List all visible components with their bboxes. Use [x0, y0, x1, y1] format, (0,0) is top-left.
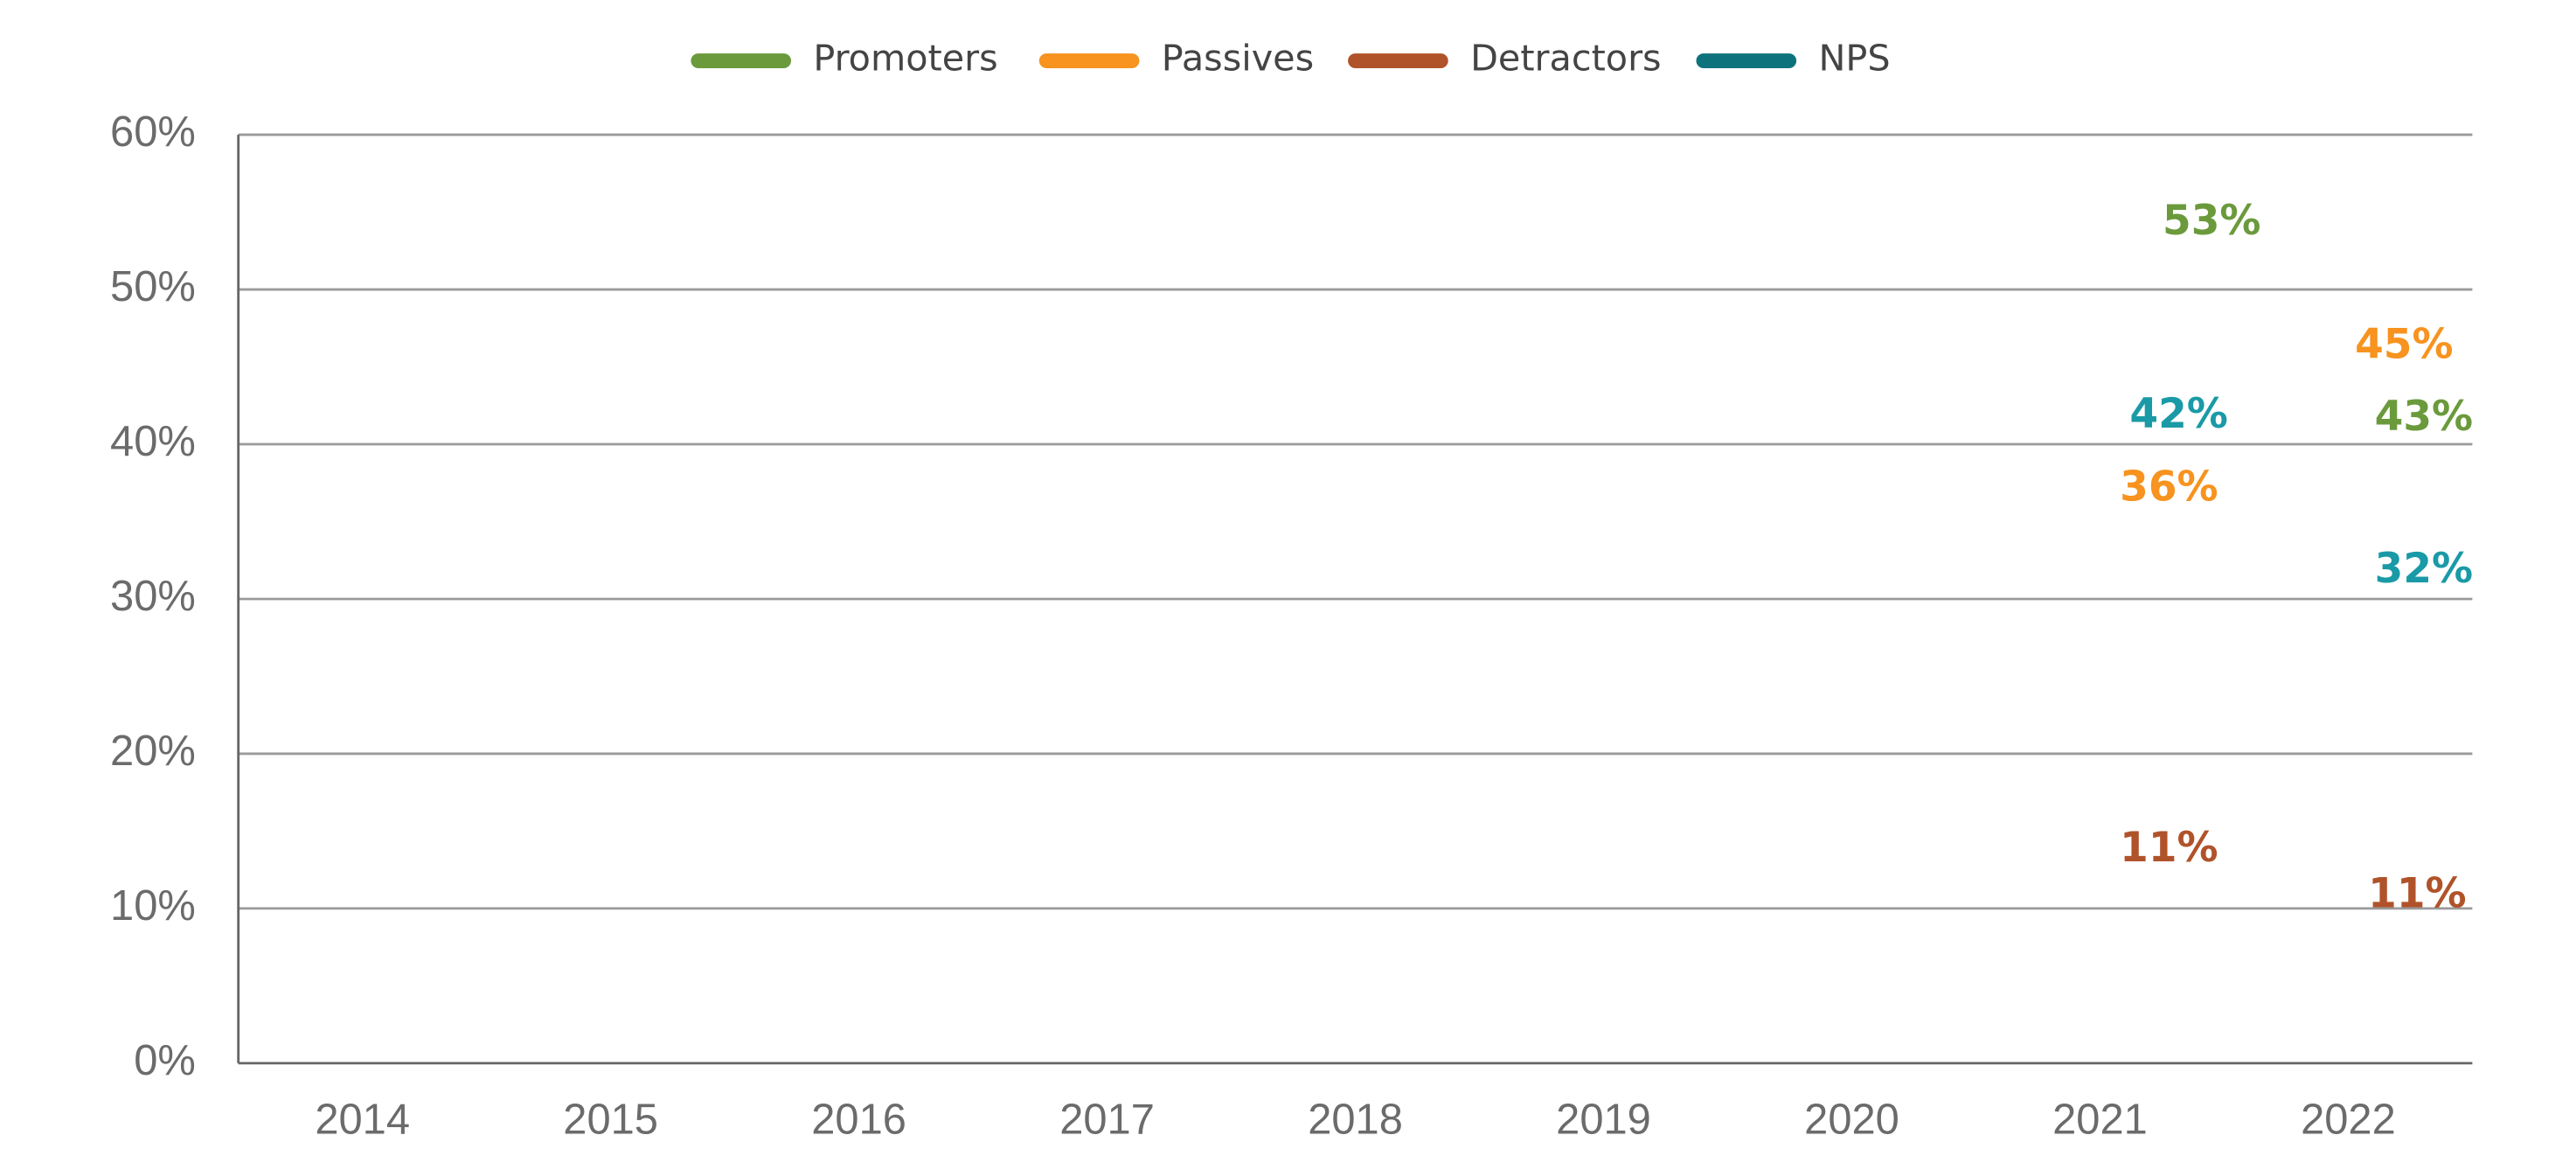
y-tick-label: 20%: [110, 728, 196, 775]
x-tick-label: 2015: [563, 1096, 658, 1143]
x-tick-label: 2019: [1556, 1096, 1651, 1143]
data-label: 43%: [2375, 393, 2473, 441]
data-label: 11%: [2368, 869, 2466, 917]
y-tick-label: 0%: [134, 1037, 196, 1084]
x-tick-label: 2021: [2052, 1096, 2148, 1143]
data-label: 36%: [2120, 463, 2218, 512]
x-tick-label: 2018: [1308, 1096, 1403, 1143]
data-label: 32%: [2375, 545, 2473, 593]
y-tick-label: 40%: [110, 418, 196, 465]
legend-label: Promoters: [813, 38, 997, 80]
data-label: 53%: [2163, 197, 2260, 245]
x-tick-label: 2014: [315, 1096, 410, 1143]
legend-label: NPS: [1818, 38, 1890, 80]
data-label: 45%: [2355, 320, 2453, 368]
x-tick-label: 2022: [2301, 1096, 2396, 1143]
x-tick-label: 2020: [1804, 1096, 1899, 1143]
data-label: 42%: [2129, 390, 2227, 438]
y-tick-label: 50%: [110, 263, 196, 310]
y-tick-label: 60%: [110, 108, 196, 156]
legend-label: Passives: [1162, 38, 1314, 80]
x-tick-label: 2017: [1059, 1096, 1155, 1143]
y-tick-label: 10%: [110, 882, 196, 930]
x-tick-label: 2016: [811, 1096, 906, 1143]
data-label: 11%: [2120, 824, 2218, 872]
y-tick-label: 30%: [110, 573, 196, 620]
legend-label: Detractors: [1470, 38, 1662, 80]
